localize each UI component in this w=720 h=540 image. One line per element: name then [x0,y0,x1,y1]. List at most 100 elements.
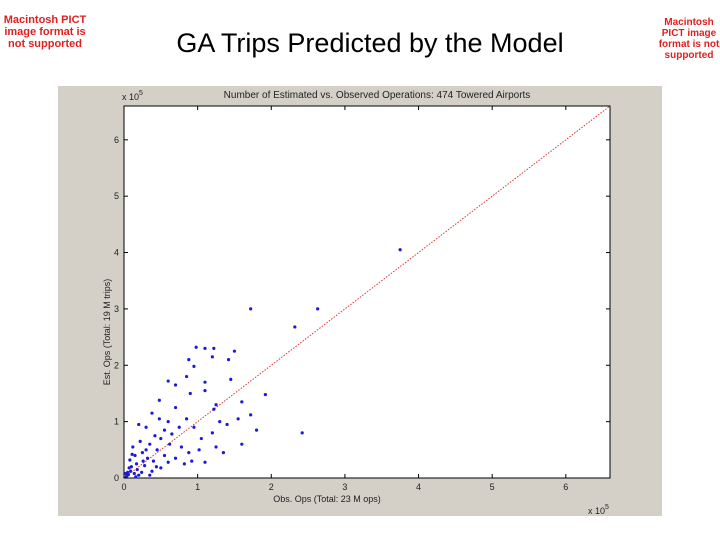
data-point [398,248,402,252]
data-point [151,459,156,463]
data-point [159,466,163,470]
y-exponent-power: 5 [139,90,143,97]
y-tick-label: 1 [114,417,119,427]
reference-line [123,105,611,479]
pict-unsupported-note-right: Macintosh PICT image format is not suppo… [658,17,720,61]
data-point [199,436,203,441]
x-tick-label: 4 [416,482,421,492]
data-point [166,379,170,383]
data-point [159,436,163,441]
y-tick-label: 0 [114,473,119,483]
data-point [157,417,161,421]
y-tick-label: 5 [114,191,119,201]
data-point [263,392,267,397]
data-point [168,442,172,446]
data-point [300,431,304,435]
data-point [154,465,158,469]
data-point [140,470,144,474]
data-point [316,307,320,311]
data-point [144,448,148,452]
data-point [155,448,159,452]
data-point [141,459,145,463]
x-exponent-power: 5 [605,504,609,511]
data-point [210,431,214,435]
data-point [179,445,184,449]
data-point [148,442,152,446]
y-tick-label: 4 [114,248,119,258]
data-point [143,464,147,468]
data-point [126,473,131,477]
data-point [150,411,154,415]
data-point [123,471,128,476]
data-point [173,405,178,410]
chart-title: Number of Estimated vs. Observed Operati… [224,90,531,101]
x-tick-label: 5 [490,482,495,492]
data-point [221,451,226,455]
data-point [190,459,194,463]
data-point [127,466,131,470]
data-point [249,413,253,417]
data-point [229,377,233,381]
y-tick-label: 2 [114,360,119,370]
data-point [134,475,138,479]
data-point [162,453,167,458]
data-point [173,383,178,387]
data-point [128,458,132,462]
data-point [218,420,222,424]
y-tick-label: 6 [114,135,119,145]
data-point [148,473,152,477]
data-point [182,462,186,466]
data-point [188,391,192,396]
data-point [240,400,244,404]
data-point [153,434,157,438]
x-exponent-base: x 10 [588,506,605,516]
data-point [144,425,148,429]
data-point [132,471,136,476]
data-point [166,420,170,424]
data-point [177,425,181,429]
data-point [240,442,244,446]
y-exponent-base: x 10 [122,92,139,102]
data-point [214,403,218,407]
data-point [130,452,134,456]
data-point [137,422,141,427]
data-point [203,389,207,393]
y-axis-label: Est. Ops (Total: 19 M trips) [102,279,112,386]
data-point [135,467,139,472]
x-tick-label: 2 [269,482,274,492]
data-point [203,380,207,384]
x-tick-label: 6 [563,482,568,492]
data-point [133,453,137,458]
data-point [170,432,174,436]
data-point [232,349,237,353]
data-point [150,469,154,473]
data-point [166,460,170,464]
data-point [187,358,191,362]
data-point [137,473,141,477]
data-point [192,425,196,429]
data-point [249,307,253,311]
x-tick-label: 0 [121,482,126,492]
figure-panel: 0 1 2 3 4 5 6 0 1 2 3 4 5 6 Number of Estimated vs. … [58,86,662,516]
data-point [129,469,133,473]
data-point [157,398,161,402]
y-axis-ticks: 0 1 2 3 4 5 6 [114,135,610,483]
x-axis-ticks: 0 1 2 3 4 5 6 [121,106,568,492]
data-point [226,358,231,362]
data-point [197,448,201,452]
data-point [162,428,167,432]
data-point [138,439,142,443]
data-point [184,374,189,379]
data-point [184,417,189,421]
reference-line-group [123,105,611,479]
data-point [192,364,196,368]
data-point [212,407,216,411]
data-point [187,451,191,455]
data-point [194,345,198,349]
x-tick-label: 1 [195,482,200,492]
data-point [236,417,240,421]
data-point [225,422,229,427]
x-tick-label: 3 [342,482,347,492]
y-tick-label: 3 [114,304,119,314]
data-point [254,428,259,432]
